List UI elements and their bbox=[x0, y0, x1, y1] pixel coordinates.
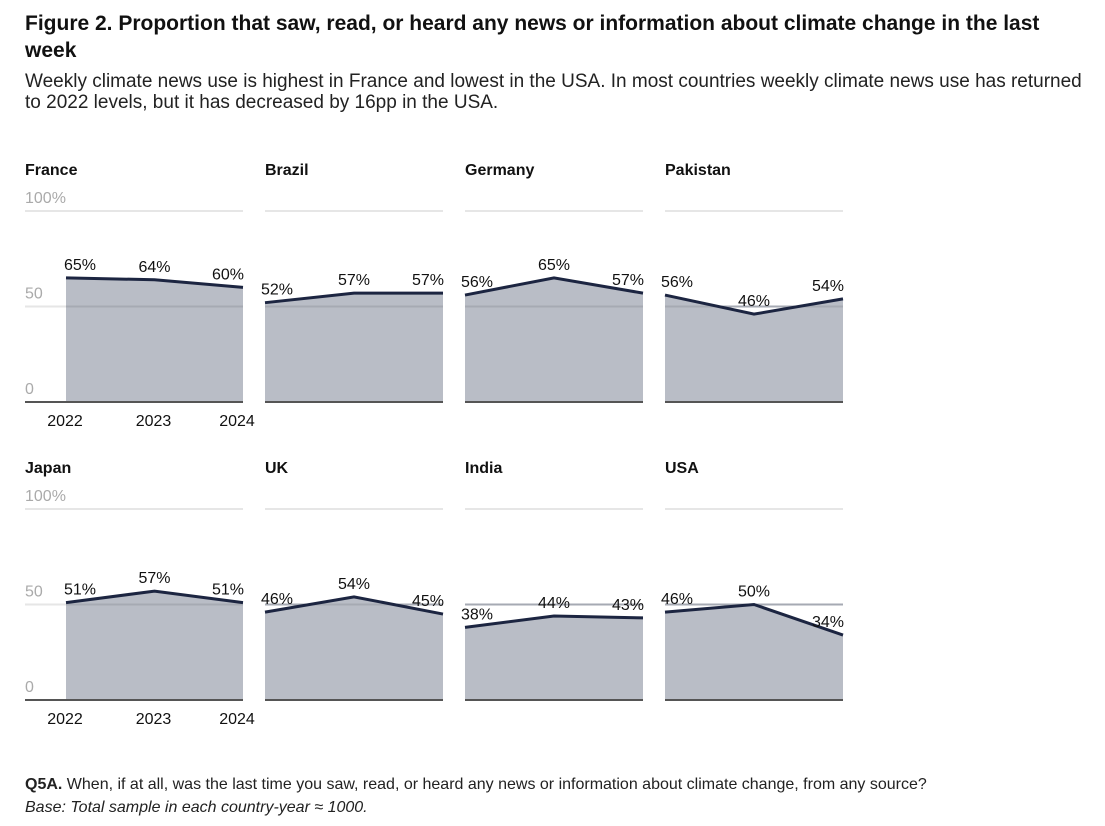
x-tick-label: 2024 bbox=[219, 711, 255, 728]
question-note: Q5A. When, if at all, was the last time … bbox=[25, 773, 1095, 796]
area-fill-germany bbox=[465, 277, 643, 402]
y-tick-label: 0 bbox=[25, 381, 34, 398]
panel-title: Japan bbox=[25, 460, 71, 477]
question-label: Q5A. bbox=[25, 776, 63, 793]
area-fill-usa bbox=[665, 604, 843, 700]
area-fill-uk bbox=[265, 596, 443, 700]
series-line-brazil bbox=[264, 291, 443, 305]
data-label: 45% bbox=[412, 593, 444, 610]
series-line-pakistan bbox=[664, 293, 844, 316]
data-label: 50% bbox=[738, 584, 770, 601]
x-tick-label: 2022 bbox=[47, 711, 83, 728]
data-label: 54% bbox=[812, 278, 844, 295]
data-label: 56% bbox=[461, 274, 493, 291]
series-line-france bbox=[65, 276, 244, 289]
area-fill-india bbox=[465, 615, 643, 700]
base-note: Base: Total sample in each country-year … bbox=[25, 799, 368, 816]
data-label: 54% bbox=[338, 576, 370, 593]
data-label: 44% bbox=[538, 595, 570, 612]
area-fill-japan bbox=[66, 591, 243, 700]
panel-title: USA bbox=[665, 460, 699, 477]
series-line-uk bbox=[264, 595, 444, 616]
y-tick-label: 100% bbox=[25, 190, 66, 207]
panel-title: Pakistan bbox=[665, 162, 731, 179]
data-label: 65% bbox=[64, 257, 96, 274]
x-tick-label: 2022 bbox=[47, 413, 83, 430]
x-tick-label: 2023 bbox=[136, 413, 172, 430]
data-label: 57% bbox=[138, 570, 170, 587]
question-text: When, if at all, was the last time you s… bbox=[62, 776, 927, 793]
data-label: 57% bbox=[412, 272, 444, 289]
series-line-usa bbox=[664, 602, 844, 637]
area-fill-pakistan bbox=[665, 295, 843, 402]
data-label: 57% bbox=[612, 272, 644, 289]
series-line-india bbox=[464, 614, 644, 629]
data-label: 64% bbox=[138, 259, 170, 276]
y-tick-label: 100% bbox=[25, 488, 66, 505]
area-fill-brazil bbox=[265, 293, 443, 402]
panel-title: Germany bbox=[465, 162, 534, 179]
footnote: Q5A. When, if at all, was the last time … bbox=[25, 773, 1095, 819]
panel-title: UK bbox=[265, 460, 289, 477]
series-line-germany bbox=[464, 276, 644, 297]
y-tick-label: 50 bbox=[25, 286, 43, 303]
data-label: 46% bbox=[661, 591, 693, 608]
x-tick-label: 2024 bbox=[219, 413, 255, 430]
series-line-japan bbox=[65, 589, 244, 605]
data-label: 51% bbox=[64, 582, 96, 599]
data-label: 51% bbox=[212, 582, 244, 599]
data-label: 57% bbox=[338, 272, 370, 289]
y-tick-label: 50 bbox=[25, 584, 43, 601]
data-label: 34% bbox=[812, 614, 844, 631]
data-label: 52% bbox=[261, 282, 293, 299]
panel-title: Brazil bbox=[265, 162, 309, 179]
panel-title: India bbox=[465, 460, 502, 477]
data-label: 56% bbox=[661, 274, 693, 291]
panel-title: France bbox=[25, 162, 78, 179]
figure-subtitle: Weekly climate news use is highest in Fr… bbox=[25, 71, 1082, 113]
area-fill-france bbox=[66, 277, 243, 402]
y-tick-label: 0 bbox=[25, 679, 34, 696]
data-label: 46% bbox=[261, 591, 293, 608]
x-tick-label: 2023 bbox=[136, 711, 172, 728]
figure-title: Figure 2. Proportion that saw, read, or … bbox=[25, 12, 1040, 62]
data-label: 60% bbox=[212, 266, 244, 283]
data-label: 46% bbox=[738, 293, 770, 310]
data-label: 43% bbox=[612, 597, 644, 614]
data-label: 65% bbox=[538, 257, 570, 274]
data-label: 38% bbox=[461, 606, 493, 623]
